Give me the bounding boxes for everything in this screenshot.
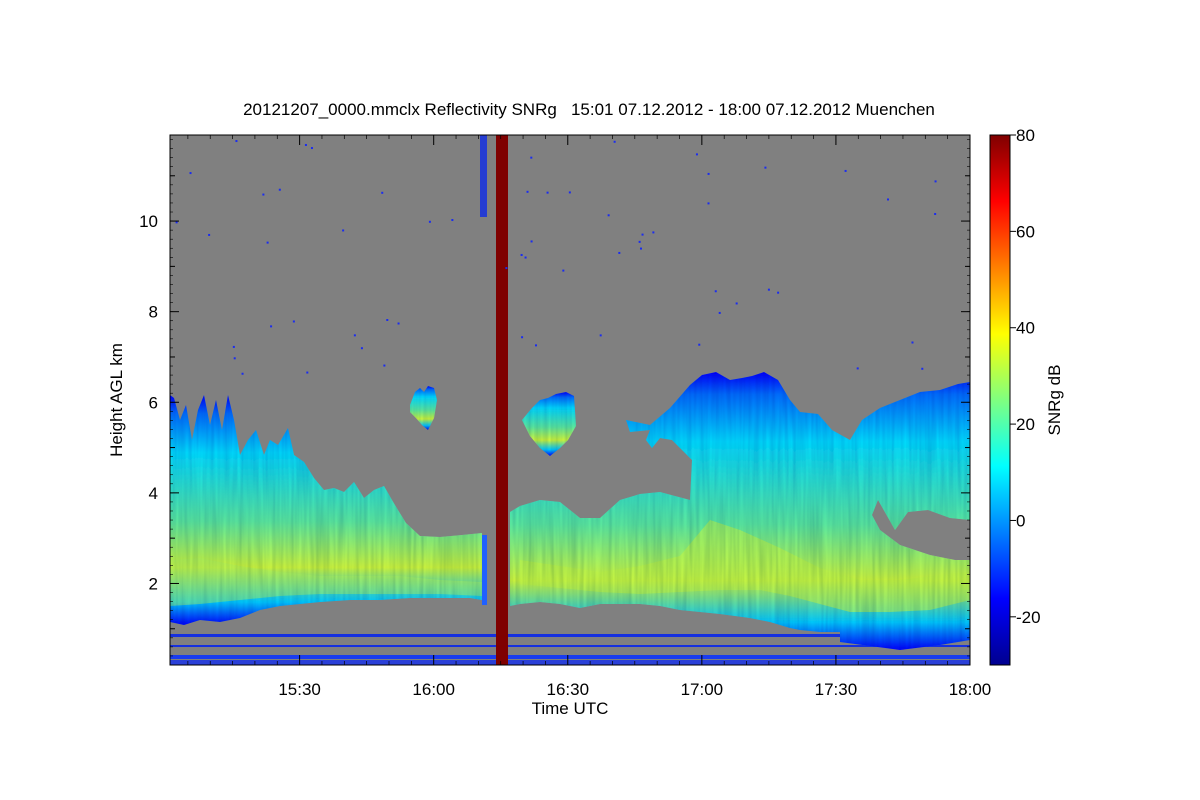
noise-speckle xyxy=(342,229,345,232)
colorbar-tick-label: 80 xyxy=(1016,126,1035,145)
plot-area xyxy=(170,135,970,665)
colorbar-tick-label: 20 xyxy=(1016,415,1035,434)
echo-streak-upper xyxy=(480,135,487,217)
colorbar-tick-label: 0 xyxy=(1016,511,1025,530)
y-tick-label: 6 xyxy=(149,393,158,412)
noise-speckle xyxy=(189,172,192,175)
noise-speckle xyxy=(233,357,236,360)
colorbar-label: SNRg dB xyxy=(1045,365,1064,436)
noise-speckle xyxy=(613,140,616,143)
noise-speckle xyxy=(695,153,698,156)
no-data-column xyxy=(496,135,508,665)
surface-clutter xyxy=(170,634,970,665)
noise-speckle xyxy=(306,371,309,374)
y-tick-label: 2 xyxy=(149,574,158,593)
noise-speckle xyxy=(505,267,508,270)
noise-speckle xyxy=(921,367,924,370)
plot-frame xyxy=(169,134,971,666)
x-tick-label: 18:00 xyxy=(949,680,992,699)
colorbar: -20 0 20 40 60 80 SNRg dB xyxy=(989,126,1064,666)
noise-speckle xyxy=(546,191,549,194)
noise-speckle xyxy=(777,291,780,294)
noise-speckle xyxy=(844,169,847,172)
noise-speckle xyxy=(451,219,454,222)
x-tick-label: 16:30 xyxy=(546,680,589,699)
x-tick-label: 16:00 xyxy=(412,680,455,699)
noise-speckle xyxy=(641,233,644,236)
noise-speckle xyxy=(175,221,178,224)
noise-speckle xyxy=(698,343,701,346)
noise-speckle xyxy=(599,334,602,337)
noise-speckle xyxy=(241,372,244,375)
noise-speckle xyxy=(652,231,655,234)
x-axis: 15:30 16:00 16:30 17:00 17:30 18:00 xyxy=(187,135,992,699)
noise-speckle xyxy=(714,290,717,293)
noise-speckle xyxy=(562,269,565,272)
noise-speckle xyxy=(310,147,313,150)
noise-speckle xyxy=(934,180,937,183)
noise-speckle xyxy=(718,311,721,314)
noise-speckle xyxy=(568,191,571,194)
x-tick-label: 17:00 xyxy=(681,680,724,699)
noise-speckle xyxy=(639,247,642,250)
noise-speckle xyxy=(304,143,307,146)
noise-speckle xyxy=(383,364,386,367)
noise-speckle xyxy=(887,198,890,201)
noise-speckle xyxy=(266,241,269,244)
noise-speckle xyxy=(735,302,738,305)
noise-speckle xyxy=(386,318,389,321)
noise-speckle xyxy=(618,251,621,254)
colorbar-ticks: -20 0 20 40 60 80 xyxy=(1010,126,1041,627)
noise-speckle xyxy=(360,347,363,350)
noise-speckle xyxy=(638,240,641,243)
noise-speckle xyxy=(428,220,431,223)
cloud-region-isolated-1 xyxy=(410,386,437,430)
noise-speckle xyxy=(397,322,400,325)
noise-speckle xyxy=(278,188,281,191)
noise-speckle xyxy=(520,253,523,256)
colorbar-gradient xyxy=(989,134,1011,666)
colorbar-tick-label: 40 xyxy=(1016,319,1035,338)
noise-speckle xyxy=(530,240,533,243)
noise-speckle xyxy=(934,212,937,215)
cloud-core-low xyxy=(170,558,482,606)
y-axis-label: Height AGL km xyxy=(107,343,126,457)
noise-speckle xyxy=(607,214,610,217)
x-tick-label: 15:30 xyxy=(278,680,321,699)
y-tick-label: 10 xyxy=(139,212,158,231)
noise-speckle xyxy=(292,320,295,323)
noise-speckle xyxy=(270,325,273,328)
noise-speckle xyxy=(535,344,538,347)
noise-speckle xyxy=(707,202,710,205)
y-tick-label: 4 xyxy=(149,484,158,503)
noise-speckle xyxy=(767,288,770,291)
y-tick-label: 8 xyxy=(149,303,158,322)
noise-speckle xyxy=(232,345,235,348)
cloud-region-isolated-2 xyxy=(522,392,576,456)
colorbar-tick-label: 60 xyxy=(1016,222,1035,241)
colorbar-tick-label: -20 xyxy=(1016,608,1041,627)
noise-speckle xyxy=(707,172,710,175)
noise-speckle xyxy=(911,341,914,344)
noise-speckle xyxy=(856,367,859,370)
noise-speckle xyxy=(235,140,238,143)
noise-speckle xyxy=(381,191,384,194)
noise-speckle xyxy=(262,193,265,196)
noise-speckle xyxy=(208,233,211,236)
x-tick-label: 17:30 xyxy=(815,680,858,699)
noise-speckle xyxy=(764,166,767,169)
cloud-core-main xyxy=(520,520,970,612)
y-axis: 2 4 6 8 10 xyxy=(139,139,970,657)
noise-speckle xyxy=(526,190,529,193)
noise-speckle xyxy=(524,256,527,259)
noise-speckle xyxy=(353,334,356,337)
x-axis-label: Time UTC xyxy=(532,699,609,718)
echo-streak-lower xyxy=(482,535,487,605)
chart-title: 20121207_0000.mmclx Reflectivity SNRg 15… xyxy=(243,100,935,119)
noise-speckle xyxy=(530,156,533,159)
noise-speckle xyxy=(521,336,524,339)
